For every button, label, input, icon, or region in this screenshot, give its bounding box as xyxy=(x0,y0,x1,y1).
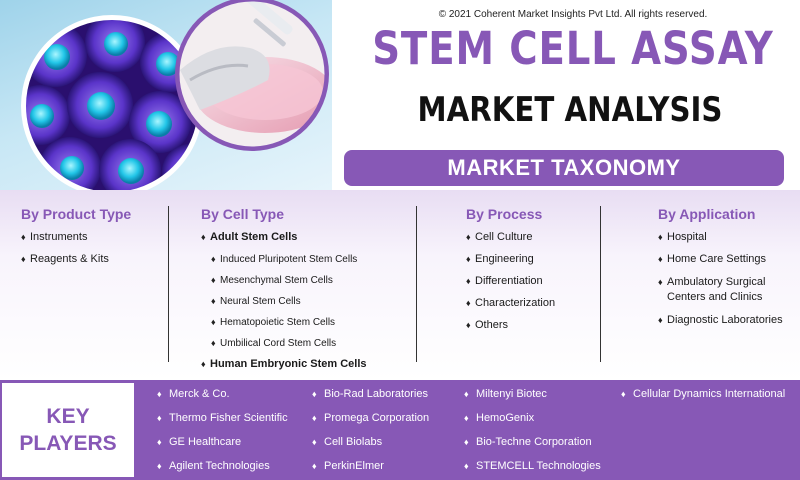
stem-cell-illustration xyxy=(21,0,329,190)
list-item-embryonic-stem-cells: Human Embryonic Stem Cells xyxy=(201,358,416,371)
player-item: Bio-Techne Corporation xyxy=(464,430,601,454)
list-item: Ambulatory Surgical Centers and Clinics xyxy=(658,275,788,305)
taxonomy-banner: MARKET TAXONOMY xyxy=(344,150,784,186)
player-item: Miltenyi Biotec xyxy=(464,382,601,406)
players-column-2: Bio-Rad Laboratories Promega Corporation… xyxy=(312,382,429,478)
column-divider xyxy=(168,206,169,362)
list-subitem: Induced Pluripotent Stem Cells xyxy=(211,253,416,266)
page-subtitle: MARKET ANALYSIS xyxy=(417,90,723,130)
heading-cell-type: By Cell Type xyxy=(201,206,284,222)
list-subitem: Umbilical Cord Stem Cells xyxy=(211,337,416,350)
header: © 2021 Coherent Market Insights Pvt Ltd.… xyxy=(0,0,800,190)
list-item: Others xyxy=(466,319,596,332)
key-players-label: KEY PLAYERS xyxy=(2,383,134,477)
player-item: Promega Corporation xyxy=(312,406,429,430)
column-divider xyxy=(600,206,601,362)
hero-image xyxy=(0,0,332,190)
player-item: HemoGenix xyxy=(464,406,601,430)
column-application: By Application Hospital Home Care Settin… xyxy=(658,190,788,336)
list-item: Instruments xyxy=(21,231,166,244)
list-item: Diagnostic Laboratories xyxy=(658,314,788,327)
player-item: Bio-Rad Laboratories xyxy=(312,382,429,406)
key-players-section: KEY PLAYERS Merck & Co. Thermo Fisher Sc… xyxy=(0,380,800,480)
list-subitem: Neural Stem Cells xyxy=(211,295,416,308)
heading-process: By Process xyxy=(466,206,543,222)
list-item: Reagents & Kits xyxy=(21,253,166,266)
list-item-adult-stem-cells: Adult Stem Cells xyxy=(201,231,416,244)
player-item: Cell Biolabs xyxy=(312,430,429,454)
page-title: STEM CELL ASSAY xyxy=(372,22,774,75)
list-item: Characterization xyxy=(466,297,596,310)
column-cell-type: By Cell Type Adult Stem Cells Induced Pl… xyxy=(201,190,416,380)
player-item: PerkinElmer xyxy=(312,454,429,478)
lab-dish-photo xyxy=(178,0,326,148)
players-column-3: Miltenyi Biotec HemoGenix Bio-Techne Cor… xyxy=(464,382,601,478)
player-item: GE Healthcare xyxy=(157,430,288,454)
column-divider xyxy=(416,206,417,362)
key-players-label-line2: PLAYERS xyxy=(19,432,117,455)
column-product-type: By Product Type Instruments Reagents & K… xyxy=(21,190,166,275)
key-players-label-line1: KEY xyxy=(46,405,90,428)
heading-application: By Application xyxy=(658,206,756,222)
list-subitem: Mesenchymal Stem Cells xyxy=(211,274,416,287)
list-item: Cell Culture xyxy=(466,231,596,244)
list-item: Hospital xyxy=(658,231,788,244)
players-column-1: Merck & Co. Thermo Fisher Scientific GE … xyxy=(157,382,288,478)
player-item: Merck & Co. xyxy=(157,382,288,406)
column-process: By Process Cell Culture Engineering Diff… xyxy=(466,190,596,341)
taxonomy-section: By Product Type Instruments Reagents & K… xyxy=(0,190,800,380)
list-item: Home Care Settings xyxy=(658,253,788,266)
players-column-4: Cellular Dynamics International xyxy=(621,382,785,406)
player-item: Thermo Fisher Scientific xyxy=(157,406,288,430)
list-item: Differentiation xyxy=(466,275,596,288)
list-item: Engineering xyxy=(466,253,596,266)
list-subitem: Hematopoietic Stem Cells xyxy=(211,316,416,329)
player-item: Agilent Technologies xyxy=(157,454,288,478)
player-item: Cellular Dynamics International xyxy=(621,382,785,406)
player-item: STEMCELL Technologies xyxy=(464,454,601,478)
heading-product-type: By Product Type xyxy=(21,206,132,222)
copyright-notice: © 2021 Coherent Market Insights Pvt Ltd.… xyxy=(438,9,708,20)
